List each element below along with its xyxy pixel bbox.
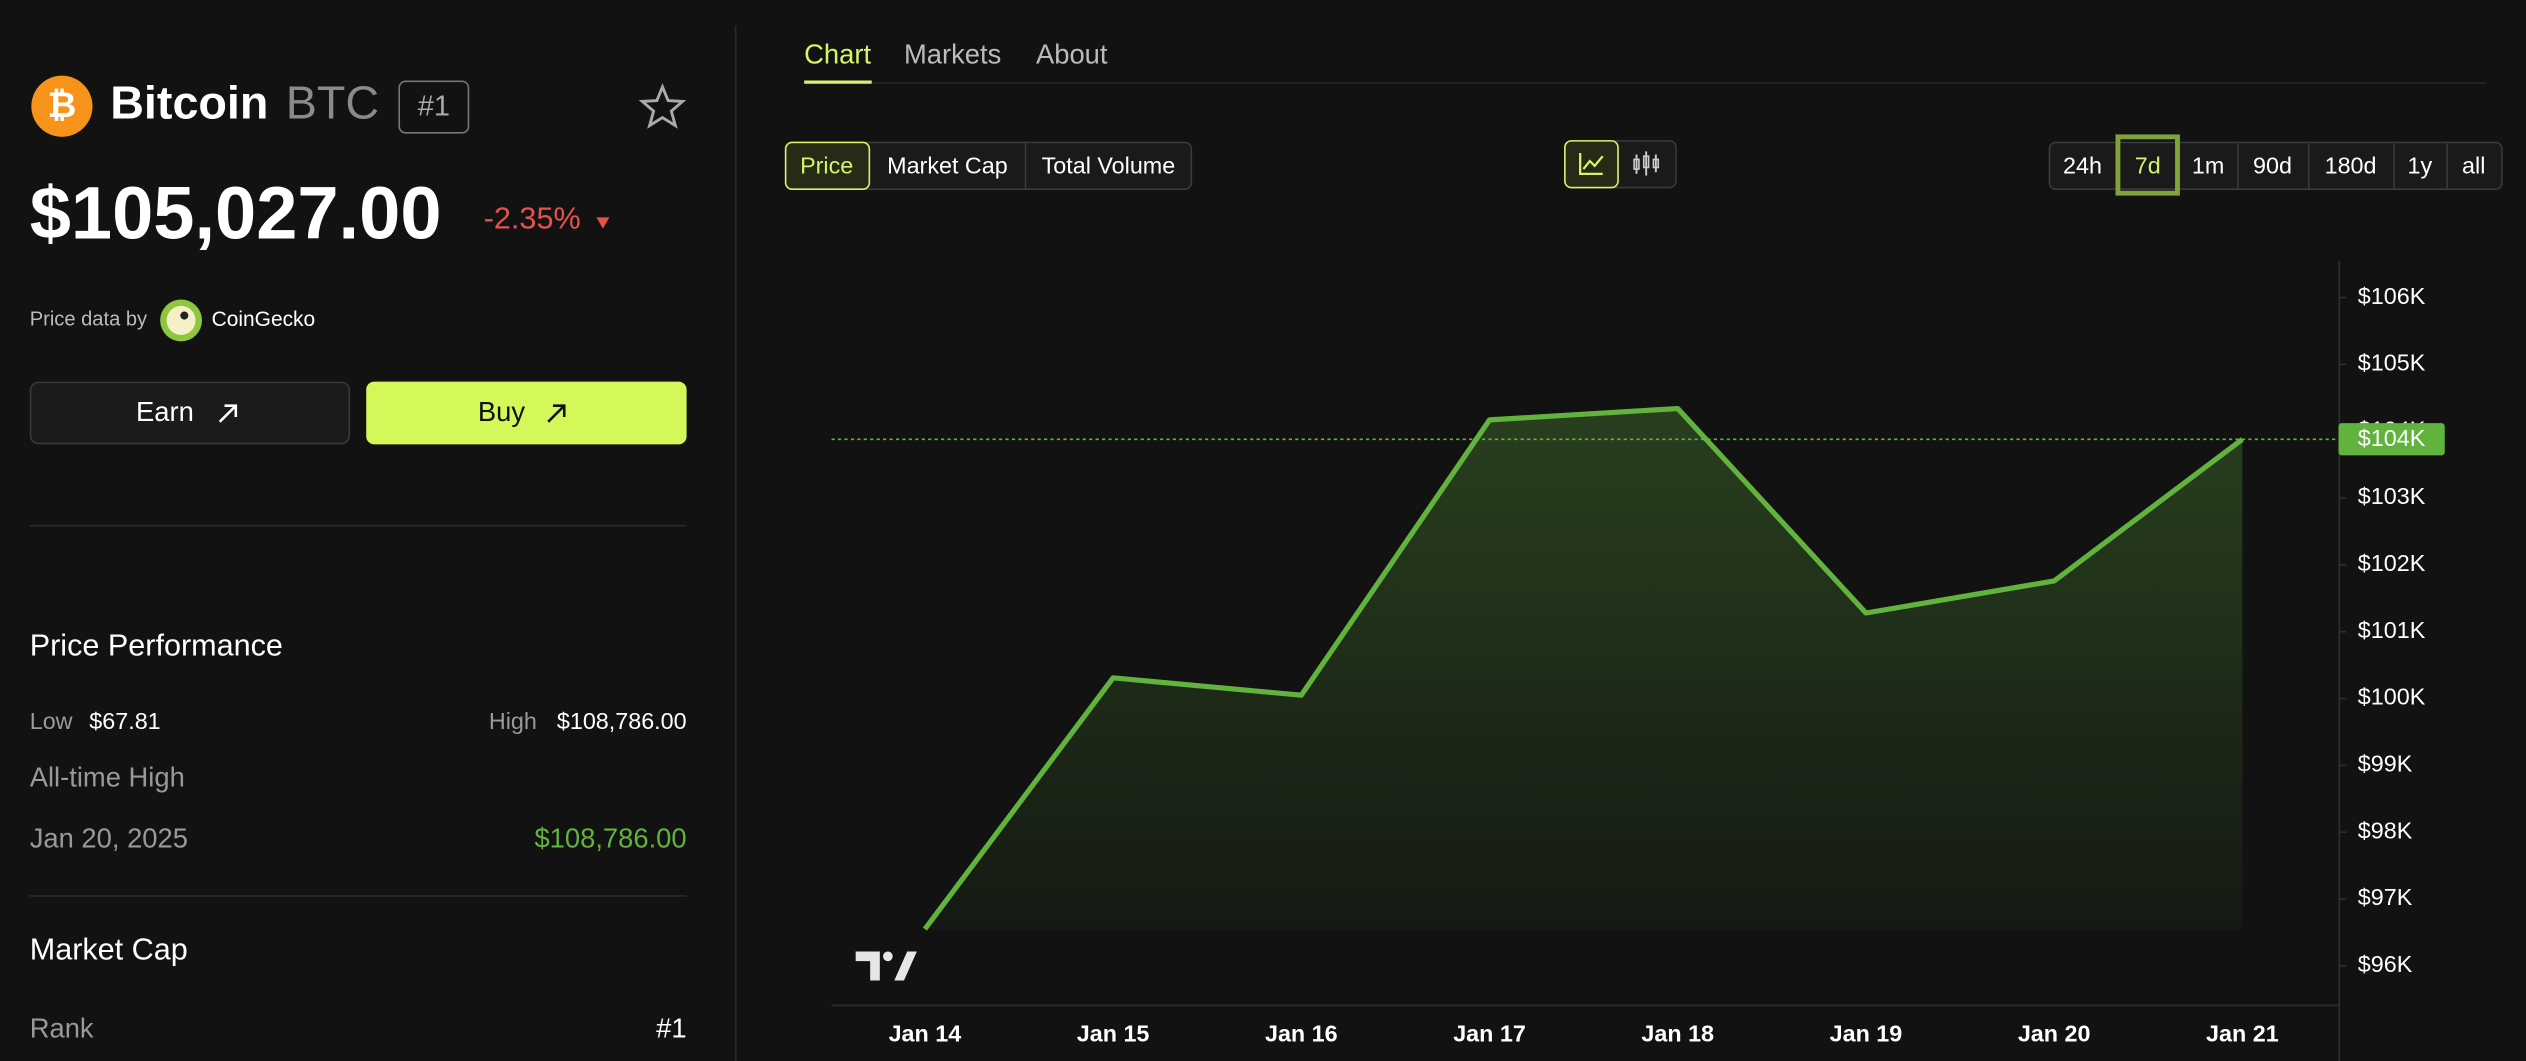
coin-icon-glyph: ₿ bbox=[47, 85, 76, 125]
high-value: $108,786.00 bbox=[557, 708, 687, 734]
range-buttons: 24h 7d 1m 90d 180d 1y all bbox=[2063, 134, 2485, 196]
ath-value: $108,786.00 bbox=[534, 823, 686, 854]
range-button[interactable]: 180d bbox=[2325, 153, 2377, 179]
y-tick-label: $96K bbox=[2358, 951, 2413, 977]
last-price-badge bbox=[2338, 423, 2445, 456]
y-tick-label: $105K bbox=[2358, 350, 2426, 376]
range-button[interactable]: 90d bbox=[2253, 153, 2292, 179]
x-tick-label: Jan 18 bbox=[1641, 1020, 1714, 1046]
section-title: Price Performance bbox=[30, 628, 283, 662]
area-fill bbox=[924, 408, 2243, 930]
earn-arrow bbox=[218, 404, 238, 423]
candle-icon-body bbox=[1633, 158, 1640, 170]
favorite-star[interactable] bbox=[638, 83, 687, 129]
range-button[interactable]: 7d bbox=[2135, 153, 2161, 179]
rank: #1 bbox=[418, 91, 450, 123]
range-button[interactable]: 1y bbox=[2407, 153, 2432, 179]
x-tick-label: Jan 15 bbox=[1077, 1020, 1150, 1046]
range-button[interactable]: 24h bbox=[2063, 153, 2102, 179]
y-tick-label: $98K bbox=[2358, 817, 2413, 843]
candle-icon-body bbox=[1642, 155, 1650, 169]
source-logo-inner bbox=[166, 305, 196, 335]
high-label: High bbox=[489, 708, 537, 734]
line-icon bbox=[1579, 152, 1604, 176]
line-style-button[interactable] bbox=[1564, 140, 1619, 189]
source-name[interactable]: CoinGecko bbox=[212, 308, 316, 331]
tab[interactable]: Markets bbox=[904, 39, 1001, 70]
price-line bbox=[922, 405, 2244, 931]
y-tick-label: $100K bbox=[2358, 684, 2426, 710]
range-button[interactable]: 1m bbox=[2192, 153, 2224, 179]
x-tick-label: Jan 21 bbox=[2206, 1020, 2279, 1046]
low-value: $67.81 bbox=[89, 708, 160, 734]
earn-button[interactable] bbox=[29, 381, 351, 445]
buy-label[interactable]: Buy bbox=[478, 396, 525, 427]
x-tick-label: Jan 20 bbox=[2018, 1020, 2091, 1046]
range-button[interactable]: all bbox=[2462, 153, 2485, 179]
tab[interactable]: About bbox=[1036, 39, 1108, 70]
low-label: Low bbox=[30, 708, 73, 734]
x-tick-label: Jan 17 bbox=[1453, 1020, 1526, 1046]
rank-label: Rank bbox=[30, 1013, 94, 1044]
source-label: Price data by bbox=[30, 309, 148, 331]
ath-date: Jan 20, 2025 bbox=[30, 823, 188, 854]
price: $105,027.00 bbox=[30, 172, 442, 255]
range-group bbox=[2048, 141, 2503, 190]
metric-tab[interactable]: Total Volume bbox=[1042, 153, 1176, 179]
ath-label: All-time High bbox=[30, 761, 185, 792]
coin-icon bbox=[31, 75, 93, 137]
y-tick-label: $101K bbox=[2358, 617, 2426, 643]
down-arrow bbox=[596, 217, 610, 229]
metric-active[interactable] bbox=[784, 141, 871, 190]
y-tick-label: $102K bbox=[2358, 550, 2426, 576]
tab[interactable]: Chart bbox=[804, 39, 871, 70]
x-tick-label: Jan 19 bbox=[1830, 1020, 1903, 1046]
x-tick-label: Jan 14 bbox=[889, 1020, 962, 1046]
price-change: -2.35% bbox=[484, 202, 581, 236]
metric-tab[interactable]: Price bbox=[800, 153, 853, 179]
source-logo-eye bbox=[180, 311, 189, 320]
y-tick-label: $103K bbox=[2358, 483, 2426, 509]
coin-name: Bitcoin bbox=[110, 77, 268, 129]
metric-tab[interactable]: Market Cap bbox=[887, 153, 1008, 179]
section-title: Market Cap bbox=[30, 933, 188, 967]
last-price-label: $104K bbox=[2358, 425, 2426, 451]
buy-arrow bbox=[547, 404, 566, 423]
coin-symbol: BTC bbox=[286, 77, 379, 129]
tv-logo-dot bbox=[883, 951, 893, 962]
rank-value: #1 bbox=[656, 1013, 686, 1044]
y-tick-label: $106K bbox=[2358, 283, 2426, 309]
x-tick-label: Jan 16 bbox=[1265, 1020, 1338, 1046]
y-tick-label: $99K bbox=[2358, 751, 2413, 777]
tv-logo bbox=[855, 951, 917, 981]
range-active[interactable] bbox=[2115, 134, 2180, 196]
price-chart: $96K $97K $98K $99K $100K $101K $102K $103K $104… bbox=[831, 260, 2445, 1061]
y-tick-label: $97K bbox=[2358, 884, 2413, 910]
candle-icon-body bbox=[1652, 158, 1660, 169]
buy-button[interactable] bbox=[366, 381, 687, 445]
earn-label[interactable]: Earn bbox=[136, 396, 194, 427]
rank-badge bbox=[398, 80, 470, 134]
